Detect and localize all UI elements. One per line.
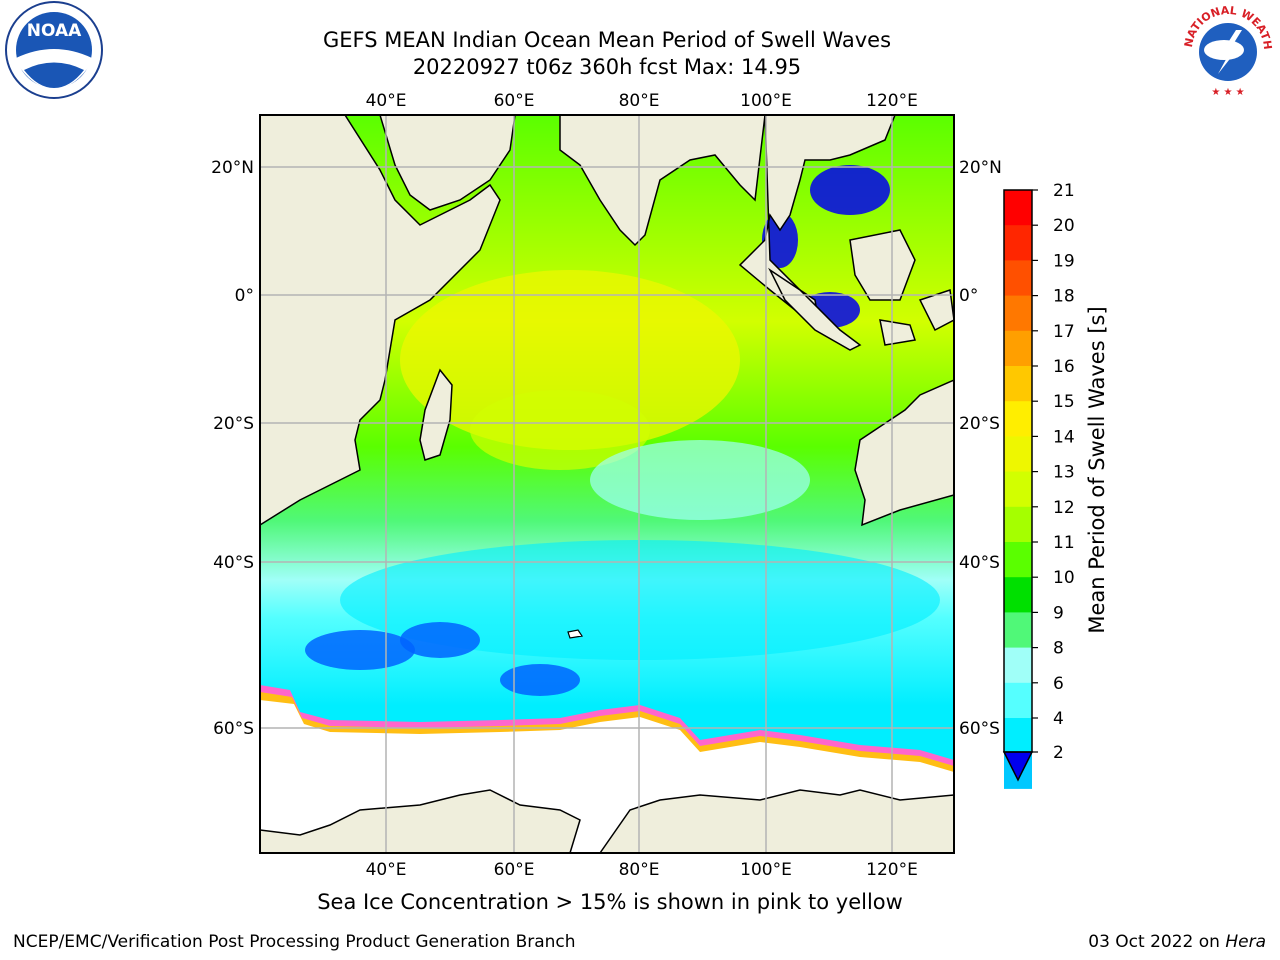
lat-tick-label: 20°N (211, 158, 254, 178)
colorbar-segment (1004, 471, 1032, 508)
lat-tick-label: 40°S (959, 553, 1000, 573)
lat-tick-label: 20°N (959, 158, 1002, 178)
colorbar-tick-label: 13 (1053, 463, 1075, 483)
chart-title: GEFS MEAN Indian Ocean Mean Period of Sw… (322, 28, 892, 52)
lon-ticks-top: 40°E 60°E 80°E 100°E 120°E (366, 91, 918, 111)
colorbar-segment (1004, 647, 1032, 684)
lon-tick-label: 60°E (494, 91, 535, 111)
colorbar-segment (1004, 225, 1032, 261)
colorbar: 21 20 19 18 17 16 15 14 13 12 11 10 9 8 6 4 2 (1002, 181, 1075, 789)
lat-ticks-right: 20°N 0° 20°S 40°S 60°S (959, 158, 1002, 739)
colorbar-segment (1004, 612, 1032, 649)
machine-name: Hera (1225, 932, 1266, 952)
lon-ticks-bottom: 40°E 60°E 80°E 100°E 120°E (366, 860, 918, 880)
colorbar-segment (1004, 295, 1032, 332)
colorbar-segment (1004, 577, 1032, 613)
lat-tick-label: 40°S (213, 553, 254, 573)
land-antarctica (260, 789, 581, 853)
colorbar-tick-label: 20 (1053, 216, 1075, 236)
map-area (260, 115, 954, 853)
colorbar-segment (1004, 260, 1032, 297)
lat-tick-label: 60°S (959, 719, 1000, 739)
map-frame (259, 114, 955, 854)
lat-tick-label: 0° (959, 286, 978, 306)
colorbar-tick-label: 19 (1053, 251, 1075, 271)
colorbar-tick-label: 16 (1053, 357, 1075, 377)
land-india (559, 115, 766, 247)
colorbar-label: Mean Period of Swell Waves [s] (1085, 306, 1109, 634)
lon-tick-label: 80°E (619, 860, 660, 880)
colorbar-tick-label: 15 (1053, 392, 1075, 412)
land-borneo (849, 229, 916, 301)
colorbar-segment (1004, 401, 1032, 437)
lon-tick-label: 120°E (866, 91, 918, 111)
low-period-region (305, 630, 415, 670)
colorbar-segment (1004, 718, 1032, 754)
colorbar-tick-label: 18 (1053, 287, 1075, 307)
date-text: 03 Oct 2022 on Hera (1088, 932, 1266, 952)
noaa-logo-icon: NOAA (5, 1, 103, 99)
lon-tick-label: 40°E (366, 860, 407, 880)
colorbar-segment (1004, 330, 1032, 367)
lat-tick-label: 20°S (213, 414, 254, 434)
colorbar-tick-label: 21 (1053, 181, 1075, 201)
colorbar-tick-label: 11 (1053, 533, 1075, 553)
land-sumatra (768, 267, 862, 351)
svg-text:★ ★ ★: ★ ★ ★ (1211, 87, 1244, 98)
colorbar-tick-label: 14 (1053, 427, 1075, 447)
colorbar-tick-label: 17 (1053, 322, 1075, 342)
colorbar-segment (1004, 366, 1032, 402)
lon-tick-label: 100°E (740, 91, 792, 111)
lon-tick-label: 100°E (740, 860, 792, 880)
sea-ice-note: Sea Ice Concentration > 15% is shown in … (317, 890, 903, 914)
chart-subtitle: 20220927 t06z 360h fcst Max: 14.95 (412, 55, 802, 79)
colorbar-tick-label: 6 (1053, 674, 1064, 694)
lat-tick-label: 20°S (959, 414, 1000, 434)
colorbar-tick-label: 12 (1053, 498, 1075, 518)
noaa-logo-text: NOAA (27, 21, 82, 41)
credit-text: NCEP/EMC/Verification Post Processing Pr… (13, 932, 576, 952)
nws-logo-icon: NATIONAL WEATHER SERVICE ★ ★ ★ (1178, 0, 1275, 98)
lon-tick-label: 40°E (366, 91, 407, 111)
colorbar-segment (1004, 542, 1032, 578)
colorbar-segment (1004, 682, 1032, 719)
graticule (260, 115, 954, 853)
lat-ticks-left: 20°N 0° 20°S 40°S 60°S (211, 158, 254, 739)
lat-tick-label: 60°S (213, 719, 254, 739)
lat-tick-label: 0° (235, 286, 254, 306)
land-australia (854, 379, 954, 527)
colorbar-segment (1004, 190, 1032, 226)
colorbar-tick-label: 8 (1053, 639, 1064, 659)
date-prefix: 03 Oct 2022 on (1088, 932, 1226, 952)
colorbar-tick-label: 4 (1053, 709, 1064, 729)
lon-tick-label: 60°E (494, 860, 535, 880)
lon-tick-label: 80°E (619, 91, 660, 111)
high-period-region (400, 270, 740, 450)
colorbar-segment (1004, 436, 1032, 473)
colorbar-tick-label: 10 (1053, 568, 1075, 588)
lon-tick-label: 120°E (866, 860, 918, 880)
colorbar-tick-label: 2 (1053, 743, 1064, 763)
colorbar-tick-label: 9 (1053, 603, 1064, 623)
land-madagascar (419, 368, 453, 461)
colorbar-segment (1004, 506, 1032, 543)
